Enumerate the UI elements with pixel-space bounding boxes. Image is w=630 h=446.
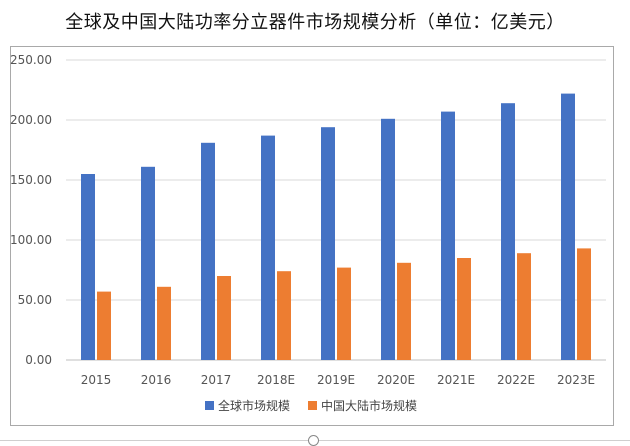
bar-global bbox=[561, 93, 575, 360]
legend-label: 中国大陆市场规模 bbox=[321, 398, 417, 413]
bar-global bbox=[501, 103, 515, 360]
bar-china bbox=[517, 253, 531, 360]
bar-china bbox=[97, 291, 111, 360]
x-tick-label: 2018E bbox=[257, 373, 295, 387]
x-tick-label: 2015 bbox=[81, 373, 112, 387]
y-tick-label: 250.00 bbox=[10, 53, 52, 67]
legend-swatch bbox=[205, 401, 214, 410]
bar-china bbox=[577, 248, 591, 360]
legend-label: 全球市场规模 bbox=[218, 398, 290, 413]
bar-global bbox=[201, 142, 215, 360]
y-tick-label: 150.00 bbox=[10, 173, 52, 187]
resize-handle[interactable] bbox=[308, 435, 319, 446]
y-tick-label: 0.00 bbox=[25, 353, 52, 367]
chart-frame bbox=[10, 46, 614, 426]
x-tick-label: 2017 bbox=[201, 373, 232, 387]
bar-global bbox=[321, 127, 335, 360]
chart-title: 全球及中国大陆功率分立器件市场规模分析（单位：亿美元） bbox=[65, 12, 565, 33]
bar-china bbox=[157, 286, 171, 360]
x-tick-label: 2021E bbox=[437, 373, 475, 387]
bar-china bbox=[217, 276, 231, 360]
x-tick-label: 2022E bbox=[497, 373, 535, 387]
y-tick-label: 200.00 bbox=[10, 113, 52, 127]
bar-global bbox=[261, 135, 275, 360]
bar-global bbox=[441, 111, 455, 360]
bar-china bbox=[397, 262, 411, 360]
x-tick-label: 2020E bbox=[377, 373, 415, 387]
bar-china bbox=[337, 267, 351, 360]
bar-china bbox=[457, 258, 471, 360]
y-tick-label: 100.00 bbox=[10, 233, 52, 247]
y-tick-label: 50.00 bbox=[18, 293, 52, 307]
bar-china bbox=[277, 271, 291, 360]
legend-swatch bbox=[308, 401, 317, 410]
bar-global bbox=[81, 174, 95, 360]
x-tick-label: 2023E bbox=[557, 373, 595, 387]
x-tick-label: 2019E bbox=[317, 373, 355, 387]
x-tick-label: 2016 bbox=[141, 373, 172, 387]
bar-global bbox=[381, 118, 395, 360]
bar-global bbox=[141, 166, 155, 360]
